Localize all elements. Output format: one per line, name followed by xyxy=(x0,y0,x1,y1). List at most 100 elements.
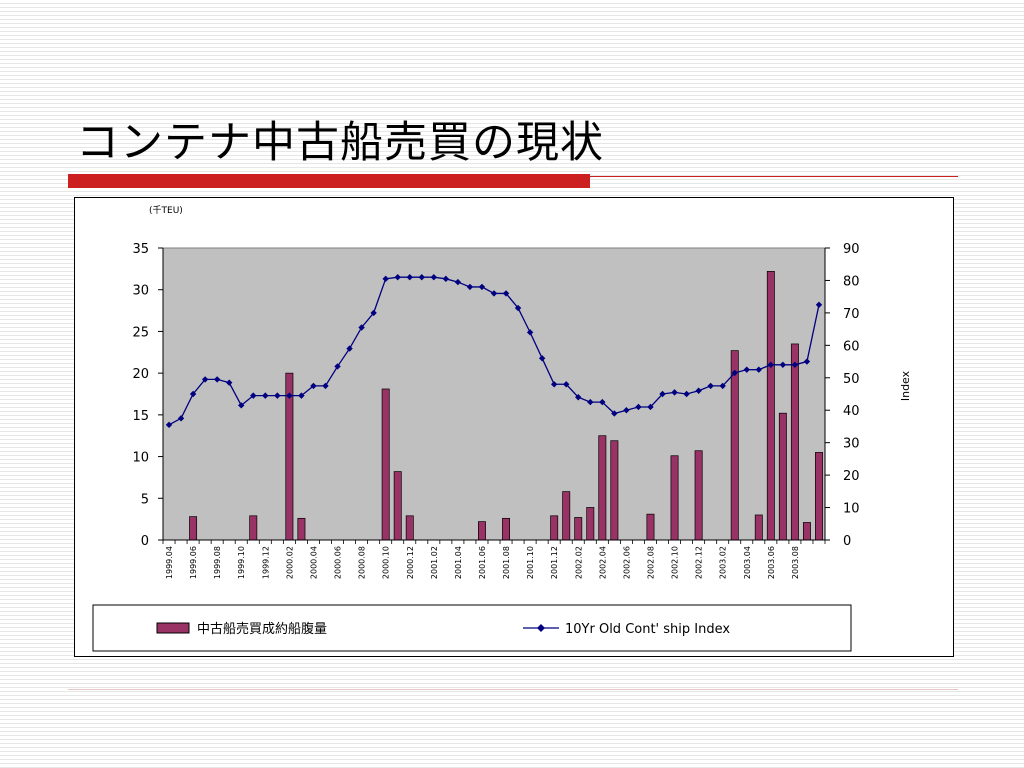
line-point xyxy=(647,403,654,411)
line-point xyxy=(526,329,534,336)
bar xyxy=(610,440,619,541)
x-tick-label: 1999.08 xyxy=(213,546,222,579)
bar xyxy=(393,471,402,541)
x-tick-label: 2000.12 xyxy=(406,546,415,579)
slide-title: コンテナ中古船売買の現状 xyxy=(76,118,604,168)
line-point xyxy=(310,382,317,390)
bar xyxy=(670,455,679,541)
line-point xyxy=(707,382,714,390)
bar xyxy=(754,514,763,541)
x-tick-label: 2002.04 xyxy=(598,546,607,579)
x-tick-label: 2003.08 xyxy=(791,546,800,579)
bar xyxy=(189,516,198,541)
line-point xyxy=(286,392,293,399)
y-tick-label: 20 xyxy=(132,367,149,382)
line-point xyxy=(418,274,425,281)
line-point xyxy=(490,290,498,297)
bar xyxy=(405,515,414,541)
y2-tick-label: 90 xyxy=(843,242,860,257)
x-tick-label: 1999.10 xyxy=(237,546,246,579)
line-point xyxy=(779,361,787,368)
line-point xyxy=(430,274,438,281)
y-tick-label: 30 xyxy=(132,284,149,299)
bar xyxy=(790,343,799,541)
x-tick-label: 2001.02 xyxy=(430,546,439,579)
chart: (千TEU) Index 0 5 10 15 20 25 30 35 0 10 20 30 40 50 60… xyxy=(92,205,912,652)
bar xyxy=(586,507,595,541)
y2-tick-label: 60 xyxy=(843,339,860,354)
y-tick-label: 0 xyxy=(141,534,149,549)
chart-frame: (千TEU) Index 0 5 10 15 20 25 30 35 0 10 20 30 40 50 60… xyxy=(74,197,954,657)
line-point xyxy=(635,403,642,411)
line-point xyxy=(767,361,775,368)
line-point xyxy=(394,274,401,281)
y-tick-label: 10 xyxy=(132,451,149,466)
title-underline-bar xyxy=(68,174,590,188)
line-point xyxy=(671,389,678,396)
bar xyxy=(249,515,258,541)
x-tick-label: 2002.10 xyxy=(671,546,680,579)
bar xyxy=(550,515,559,541)
y2-tick-label: 50 xyxy=(843,372,860,387)
x-tick-label: 1999.06 xyxy=(189,546,198,579)
y2-tick-label: 10 xyxy=(843,502,860,517)
bar xyxy=(297,517,306,541)
legend-bar-swatch xyxy=(156,622,190,634)
line-point xyxy=(262,392,269,399)
bar xyxy=(502,517,510,541)
line-point xyxy=(563,381,570,388)
plot-area xyxy=(162,247,826,541)
bar xyxy=(478,521,486,541)
legend-label-line: 10Yr Old Cont' ship Index xyxy=(565,622,730,637)
y2-tick-label: 30 xyxy=(843,437,860,452)
x-tick-label: 2003.02 xyxy=(719,546,728,579)
bar xyxy=(646,513,655,541)
axes-group: 0 5 10 15 20 25 30 35 0 10 20 30 40 50 60 70 80 90 1999.04… xyxy=(132,242,859,579)
line-point xyxy=(815,301,823,308)
line-point xyxy=(791,361,799,368)
x-tick-label: 1999.12 xyxy=(261,546,270,579)
line-point xyxy=(683,390,690,398)
x-tick-label: 2003.04 xyxy=(743,546,752,579)
bar xyxy=(730,350,739,541)
line-point xyxy=(743,366,750,373)
x-tick-label: 2002.02 xyxy=(574,546,583,579)
x-tick-label: 2001.08 xyxy=(502,546,511,579)
line-point xyxy=(370,309,377,317)
legend-diamond-marker xyxy=(537,624,545,632)
x-tick-label: 2000.10 xyxy=(382,546,391,579)
line-point xyxy=(189,390,197,398)
y2-tick-label: 40 xyxy=(843,404,860,419)
line-point xyxy=(165,421,173,429)
x-tick-label: 2001.04 xyxy=(454,546,463,579)
line-point xyxy=(538,355,546,362)
line-point xyxy=(454,278,462,286)
line-point xyxy=(322,382,329,390)
line-point xyxy=(719,382,726,390)
line-point xyxy=(803,358,811,365)
y-tick-label: 5 xyxy=(141,492,149,507)
line-point xyxy=(695,387,702,394)
bar xyxy=(562,491,571,541)
line-series xyxy=(165,274,823,429)
y2-tick-label: 0 xyxy=(843,534,851,549)
x-tick-label: 1999.04 xyxy=(165,546,174,579)
y-tick-label: 35 xyxy=(132,242,149,257)
line-point xyxy=(274,392,281,399)
y2-axis-label: Index xyxy=(899,370,912,401)
x-tick-label: 2000.02 xyxy=(285,546,294,579)
line-point xyxy=(587,398,594,406)
line-point xyxy=(442,275,450,283)
line-point xyxy=(334,363,341,370)
line-point xyxy=(177,415,185,422)
legend: 中古船売買成約船腹量 10Yr Old Cont' ship Index xyxy=(92,604,852,652)
line-point xyxy=(226,379,233,386)
line-point xyxy=(201,376,209,383)
line-point xyxy=(502,290,510,297)
y-unit-label: (千TEU) xyxy=(149,205,183,216)
line-point xyxy=(659,390,666,398)
line-point xyxy=(358,324,365,331)
line-point xyxy=(213,376,221,383)
legend-box xyxy=(92,604,852,652)
bar xyxy=(802,522,811,541)
